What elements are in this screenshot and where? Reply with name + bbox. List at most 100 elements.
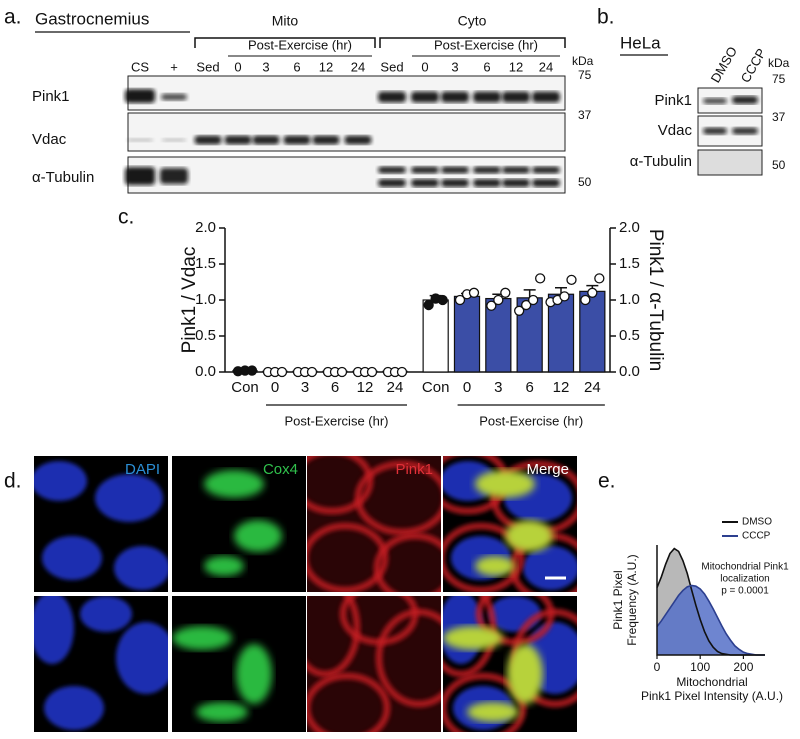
- y2-tick-label: 0.5: [619, 327, 640, 344]
- band: [441, 91, 469, 103]
- pink1-signal: [375, 608, 441, 708]
- data-point: [423, 299, 434, 311]
- band: [502, 166, 530, 174]
- row-label: Vdac: [658, 122, 693, 139]
- band: [532, 179, 560, 187]
- x-tick-label: 3: [494, 379, 502, 396]
- cox4-signal: [204, 470, 264, 498]
- y2-tick-label: 1.0: [619, 291, 640, 308]
- band: [473, 179, 501, 187]
- x-tick-label: 24: [387, 379, 404, 396]
- lane-label: 0: [234, 59, 241, 74]
- lane-label: 3: [262, 59, 269, 74]
- y-axis-label: Pink1 Pixel: [611, 570, 625, 629]
- data-point: [396, 366, 408, 378]
- micrograph: [34, 456, 168, 592]
- data-point: [514, 305, 525, 316]
- nucleus: [489, 596, 541, 632]
- x-axis-label: Post-Exercise (hr): [284, 413, 388, 428]
- band: [441, 179, 469, 187]
- band: [125, 167, 155, 185]
- band: [161, 93, 187, 101]
- channel-label: Cox4: [263, 461, 298, 478]
- channel-label: DAPI: [125, 461, 160, 478]
- data-point: [594, 273, 605, 284]
- panel-label: d.: [4, 470, 22, 493]
- cox4-signal: [507, 644, 543, 704]
- x-tick-label: 12: [553, 379, 570, 396]
- lane-label: CS: [131, 59, 149, 74]
- band: [127, 138, 153, 142]
- x-tick-label: 0: [271, 379, 279, 396]
- band: [312, 135, 340, 145]
- band: [411, 166, 439, 174]
- row-label: Vdac: [32, 131, 67, 148]
- row-label: α-Tubulin: [32, 169, 94, 186]
- data-point: [437, 294, 448, 306]
- lane-label: Sed: [380, 59, 403, 74]
- legend-label: CCCP: [742, 531, 771, 542]
- pink1-signal: [307, 596, 361, 678]
- data-point: [493, 294, 504, 306]
- cox4-signal: [505, 520, 553, 552]
- x-tick-label: 200: [733, 660, 753, 674]
- x-tick-label: 24: [584, 379, 601, 396]
- cox4-signal: [196, 702, 248, 722]
- cox4-signal: [172, 626, 232, 650]
- cox4-signal: [234, 520, 282, 552]
- group-subtitle: Post-Exercise (hr): [434, 37, 538, 52]
- row-label: α-Tubulin: [630, 153, 692, 170]
- data-point: [566, 274, 577, 285]
- y-tick-label: 1.5: [195, 255, 216, 272]
- band: [703, 98, 727, 104]
- band: [703, 127, 727, 135]
- x-tick-label: 6: [331, 379, 339, 396]
- x-tick-label: Con: [231, 379, 259, 396]
- data-point: [500, 287, 511, 298]
- cox4-signal: [204, 556, 244, 576]
- mw-marker: 50: [772, 158, 786, 172]
- band: [441, 166, 469, 174]
- bar: [422, 299, 449, 373]
- data-point: [366, 366, 378, 378]
- lane-label: 12: [509, 59, 523, 74]
- data-point: [587, 287, 598, 298]
- mw-marker: 37: [772, 110, 786, 124]
- y-axis-label: Frequency (A.U.): [625, 554, 639, 645]
- nucleus: [80, 596, 132, 632]
- lane-label: 12: [319, 59, 333, 74]
- tissue-label: Gastrocnemius: [35, 9, 149, 28]
- density-line: [656, 584, 765, 656]
- nucleus: [34, 461, 87, 501]
- band: [411, 179, 439, 187]
- annotation: Mitochondrial Pink1: [701, 562, 789, 573]
- y-tick-label: 1.0: [195, 291, 216, 308]
- cox4-signal: [475, 556, 515, 576]
- annotation: localization: [720, 574, 769, 585]
- lane-label: 6: [483, 59, 490, 74]
- band: [532, 166, 560, 174]
- blot-strip: [697, 149, 763, 176]
- data-point: [246, 365, 258, 376]
- mw-unit: kDa: [572, 54, 594, 68]
- cox4-signal: [467, 702, 519, 722]
- band: [252, 135, 280, 145]
- band: [473, 166, 501, 174]
- lane-label: 6: [293, 59, 300, 74]
- band: [732, 96, 758, 104]
- pink1-signal: [307, 672, 391, 732]
- micrograph: [307, 456, 441, 592]
- data-point: [521, 299, 532, 311]
- x-tick-label: 6: [525, 379, 533, 396]
- pink1-signal: [443, 596, 497, 678]
- data-point: [580, 294, 591, 306]
- band: [224, 135, 252, 145]
- nucleus: [116, 622, 168, 694]
- cell-line: HeLa: [620, 33, 661, 52]
- micrograph: [307, 596, 441, 732]
- lane-label: 24: [539, 59, 553, 74]
- x-axis-label: Pink1 Pixel Intensity (A.U.): [641, 689, 783, 703]
- cox4-signal: [475, 470, 535, 498]
- blot-strip: [127, 112, 566, 152]
